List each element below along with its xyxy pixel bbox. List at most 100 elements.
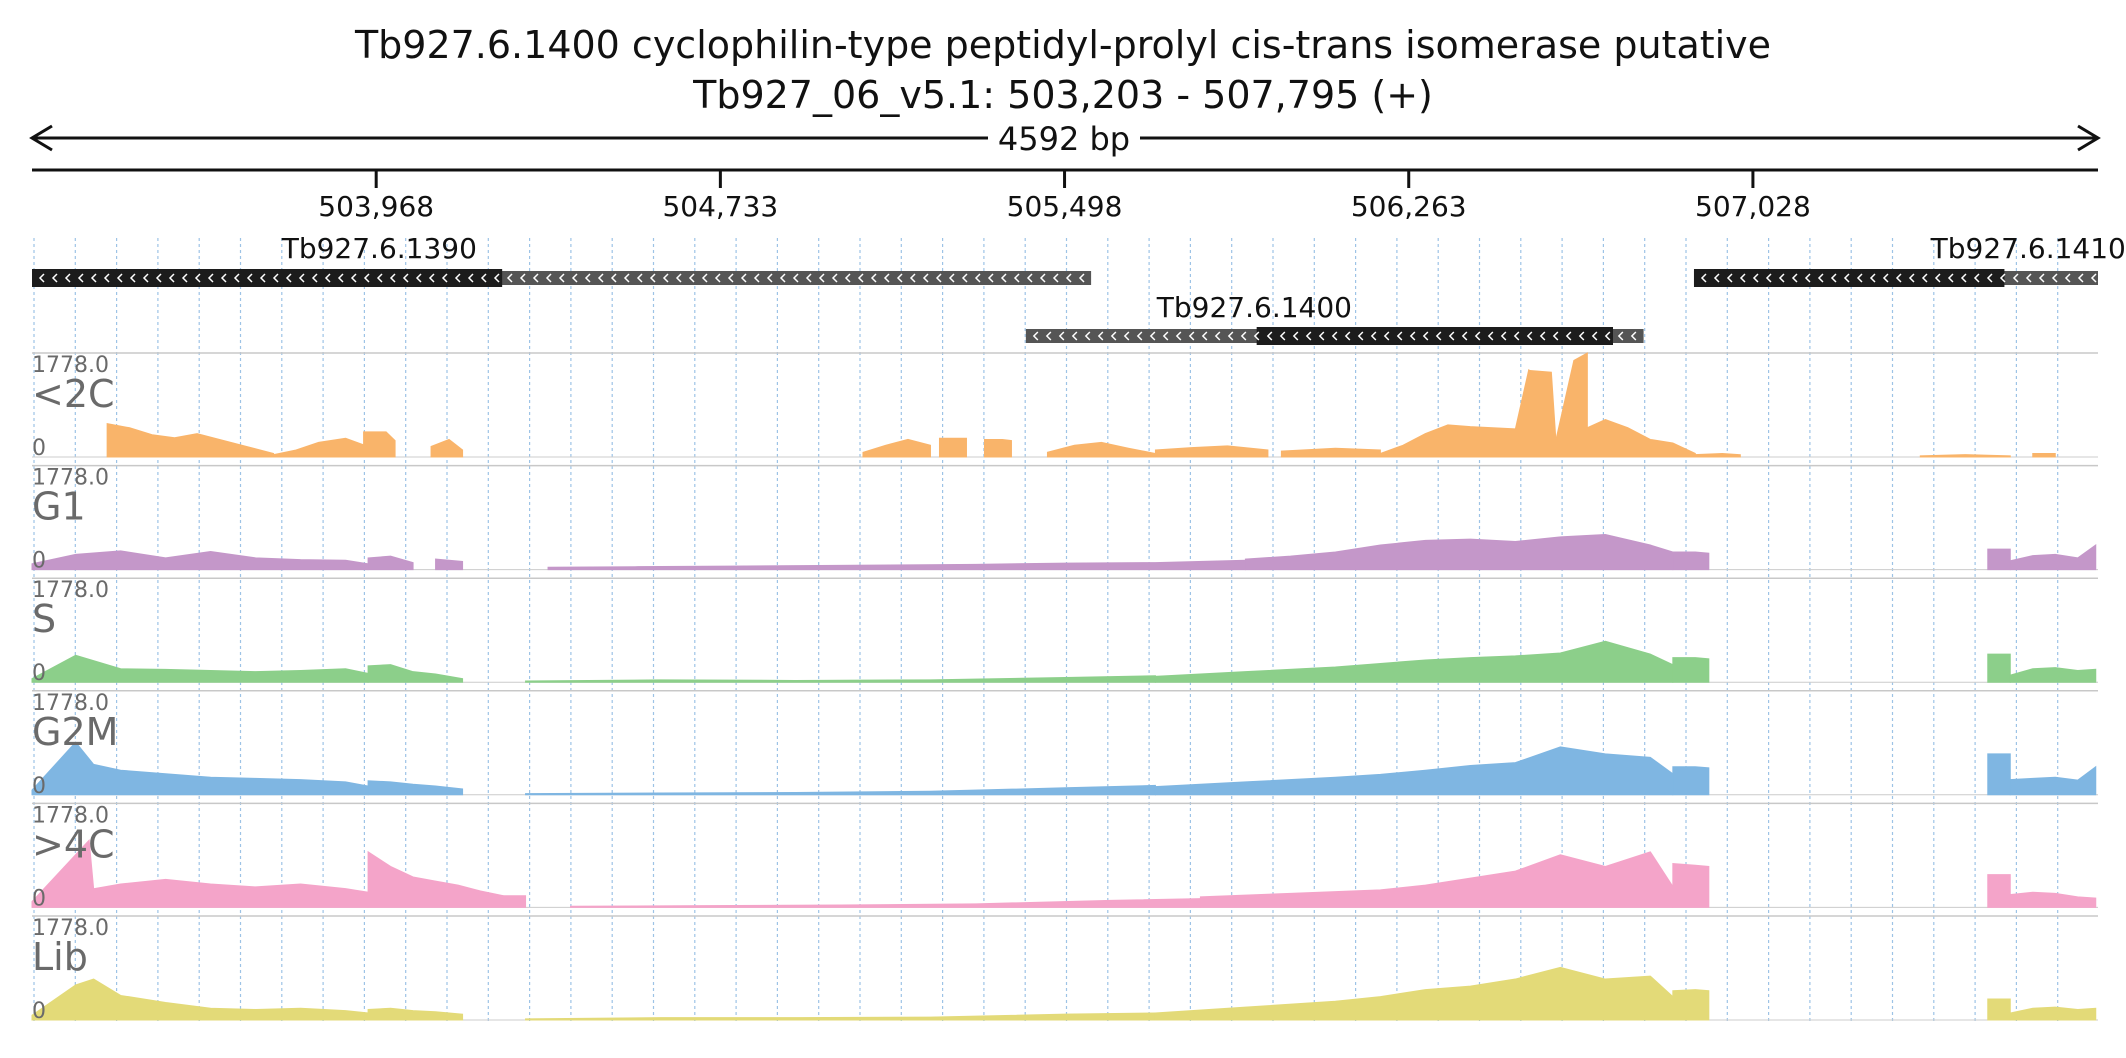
axis-tick-label: 504,733	[662, 190, 778, 223]
track-ymax-label: 1778.0	[32, 691, 109, 716]
strand-chevron-icon	[1292, 331, 1299, 341]
coverage-track: 1778.0G1 0	[31, 464, 2098, 574]
strand-chevron-icon	[1513, 331, 1520, 341]
strand-chevron-icon	[922, 273, 929, 283]
strand-chevron-icon	[259, 273, 266, 283]
coverage-area	[983, 438, 1012, 458]
strand-chevron-icon	[2064, 273, 2071, 283]
coverage-area	[938, 437, 967, 458]
coverage-area	[435, 558, 464, 571]
strand-chevron-icon	[2038, 273, 2045, 283]
strand-chevron-icon	[1071, 331, 1078, 341]
strand-chevron-icon	[701, 273, 708, 283]
strand-chevron-icon	[961, 273, 968, 283]
strand-chevron-icon	[610, 273, 617, 283]
coverage-area	[1154, 966, 1674, 1021]
strand-chevron-icon	[558, 273, 565, 283]
coverage-track: 1778.0S 0	[31, 577, 2098, 686]
strand-chevron-icon	[1578, 331, 1585, 341]
gene-model[interactable]: Tb927.6.1410	[1693, 232, 2126, 287]
strand-chevron-icon	[311, 273, 318, 283]
coverage-area	[2009, 891, 2097, 908]
strand-chevron-icon	[103, 273, 110, 283]
track-ymax-label: 1778.0	[32, 916, 109, 941]
strand-chevron-icon	[1713, 273, 1720, 283]
strand-chevron-icon	[1013, 273, 1020, 283]
strand-chevron-icon	[181, 273, 188, 283]
gene-model[interactable]: Tb927.6.1390	[32, 232, 1092, 287]
span-label: 4592 bp	[998, 120, 1130, 158]
strand-chevron-icon	[1032, 331, 1039, 341]
strand-chevron-icon	[857, 273, 864, 283]
strand-chevron-icon	[38, 273, 45, 283]
coverage-area	[1987, 753, 2011, 796]
gene-models: Tb927.6.1390 Tb927.6.1400 Tb927.6.1410	[32, 232, 2126, 345]
strand-chevron-icon	[584, 273, 591, 283]
axis-tick-label: 505,498	[1007, 190, 1123, 223]
strand-chevron-icon	[1370, 331, 1377, 341]
strand-chevron-icon	[1052, 273, 1059, 283]
strand-chevron-icon	[1778, 273, 1785, 283]
coverage-area	[862, 438, 931, 458]
strand-chevron-icon	[571, 273, 578, 283]
strand-chevron-icon	[1461, 331, 1468, 341]
strand-chevron-icon	[1344, 331, 1351, 341]
strand-chevron-icon	[870, 273, 877, 283]
chart-subtitle: Tb927_06_v5.1: 503,203 - 507,795 (+)	[692, 73, 1433, 117]
coverage-area	[1987, 548, 2011, 571]
track-name: S	[32, 597, 56, 641]
strand-chevron-icon	[155, 273, 162, 283]
coverage-track: 1778.0>4C 0	[31, 802, 2098, 911]
strand-chevron-icon	[415, 273, 422, 283]
strand-chevron-icon	[467, 273, 474, 283]
strand-chevron-icon	[1409, 331, 1416, 341]
strand-chevron-icon	[532, 273, 539, 283]
strand-chevron-icon	[337, 273, 344, 283]
track-ymin-label: 0	[32, 436, 46, 461]
coverage-area	[1672, 766, 1710, 796]
track-ymin-label: 0	[32, 774, 46, 799]
strand-chevron-icon	[1084, 331, 1091, 341]
coverage-tracks: 1778.0<2C01778.0G101778.0S01778.0G2M0177…	[31, 352, 2098, 1024]
strand-chevron-icon	[1739, 273, 1746, 283]
strand-chevron-icon	[1214, 331, 1221, 341]
strand-chevron-icon	[1999, 273, 2006, 283]
strand-chevron-icon	[1396, 331, 1403, 341]
strand-chevron-icon	[350, 273, 357, 283]
strand-chevron-icon	[636, 273, 643, 283]
coverage-area	[547, 559, 1246, 571]
strand-chevron-icon	[753, 273, 760, 283]
strand-chevron-icon	[1149, 331, 1156, 341]
coverage-area	[430, 438, 464, 458]
strand-chevron-icon	[1357, 331, 1364, 341]
strand-chevron-icon	[207, 273, 214, 283]
coverage-area	[1672, 657, 1710, 683]
coverage-area	[1199, 851, 1674, 908]
strand-chevron-icon	[1383, 331, 1390, 341]
strand-chevron-icon	[2012, 273, 2019, 283]
strand-chevron-icon	[1253, 331, 1260, 341]
strand-chevron-icon	[1318, 331, 1325, 341]
coverage-area	[1244, 534, 1674, 571]
coverage-area	[1987, 874, 2011, 908]
gene-model[interactable]: Tb927.6.1400	[1025, 291, 1644, 345]
strand-chevron-icon	[1487, 331, 1494, 341]
strand-chevron-icon	[974, 273, 981, 283]
strand-chevron-icon	[1539, 331, 1546, 341]
coverage-area	[363, 431, 396, 458]
coverage-area	[1987, 998, 2011, 1021]
coverage-area	[106, 423, 275, 458]
strand-chevron-icon	[1058, 331, 1065, 341]
strand-chevron-icon	[402, 273, 409, 283]
strand-chevron-icon	[194, 273, 201, 283]
strand-chevron-icon	[1604, 331, 1611, 341]
track-ymin-label: 0	[32, 886, 46, 911]
strand-chevron-icon	[779, 273, 786, 283]
span-arrow-right-icon	[2077, 124, 2101, 152]
gene-label: Tb927.6.1400	[1156, 291, 1352, 324]
strand-chevron-icon	[1065, 273, 1072, 283]
strand-chevron-icon	[649, 273, 656, 283]
